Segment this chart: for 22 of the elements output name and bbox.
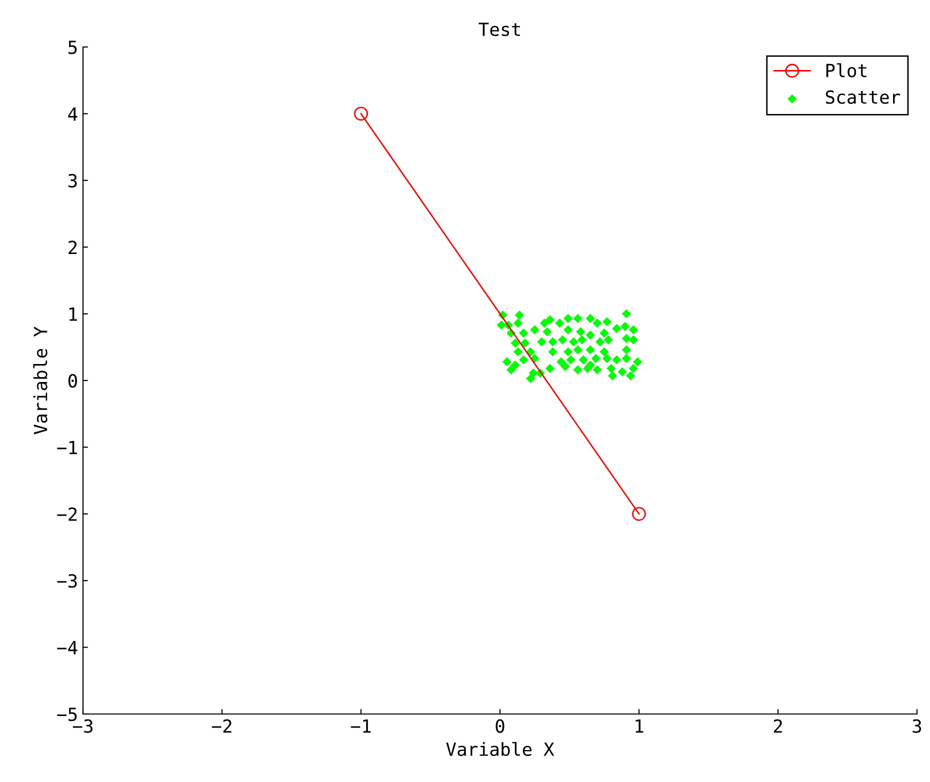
y-tick-label: 5 bbox=[68, 40, 77, 54]
legend-label: Plot bbox=[826, 63, 866, 78]
y-tick-label: 1 bbox=[69, 308, 77, 321]
y-tick-label: −2 bbox=[57, 507, 77, 521]
y-tick-label: 2 bbox=[68, 240, 77, 254]
y-tick-label: −1 bbox=[57, 440, 77, 454]
y-tick-label: 3 bbox=[68, 174, 77, 188]
y-tick-label: −5 bbox=[57, 708, 77, 722]
x-axis-title: Variable X bbox=[446, 742, 554, 756]
legend-label: Scatter bbox=[826, 90, 900, 104]
x-tick-label: 1 bbox=[636, 720, 644, 733]
y-axis-title: Variable Y bbox=[33, 326, 48, 434]
x-tick-label: 0 bbox=[496, 719, 504, 733]
y-tick-label: 0 bbox=[68, 374, 77, 388]
x-tick-label: 2 bbox=[774, 719, 782, 733]
chart-title: Test bbox=[478, 22, 520, 36]
y-tick-label: −4 bbox=[57, 641, 78, 654]
y-tick-label: 4 bbox=[68, 107, 78, 121]
x-tick-label: −1 bbox=[350, 720, 371, 733]
y-tick-label: −3 bbox=[57, 574, 77, 588]
x-tick-label: −2 bbox=[212, 719, 232, 733]
x-tick-label: 3 bbox=[912, 719, 922, 733]
